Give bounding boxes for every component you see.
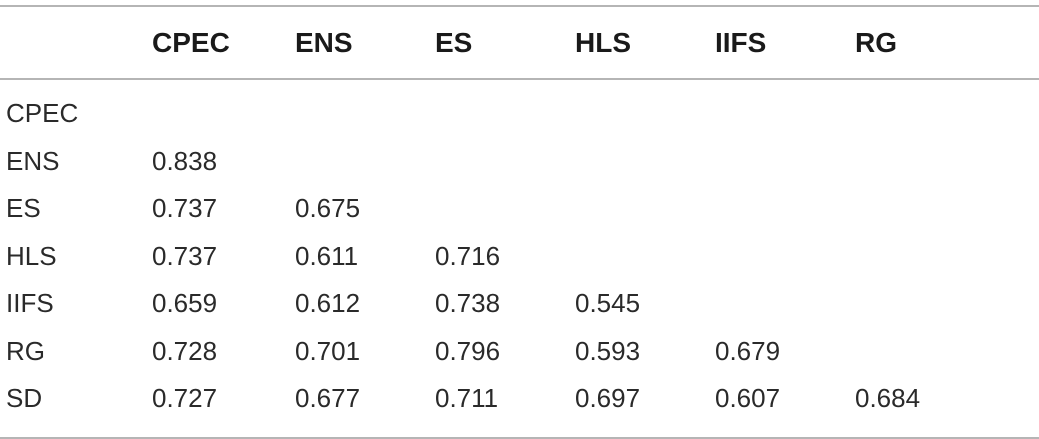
header-rule xyxy=(0,78,1039,80)
table-cell: 0.593 xyxy=(575,335,641,366)
table-row: IIFS 0.659 0.612 0.738 0.545 xyxy=(0,280,1039,328)
table-cell: 0.612 xyxy=(295,288,361,319)
table-cell xyxy=(295,80,435,138)
table-row: CPEC xyxy=(0,80,1039,138)
table-cell: 0.711 xyxy=(435,383,499,414)
table-cell: 0.728 xyxy=(152,335,218,366)
table-cell: 0.545 xyxy=(575,288,641,319)
table-cell: 0.716 xyxy=(435,240,501,271)
table-row: RG 0.728 0.701 0.796 0.593 0.679 xyxy=(0,328,1039,376)
table-cell xyxy=(855,138,1039,186)
column-header: HLS xyxy=(575,26,631,58)
column-header: CPEC xyxy=(152,26,230,58)
data-table: CPEC ENS ES HLS IIFS RG SD xyxy=(0,7,1039,78)
bottom-spacer xyxy=(0,423,1039,437)
row-label: RG xyxy=(6,335,45,366)
table-cell xyxy=(715,280,855,328)
table-row: ENS 0.838 xyxy=(0,138,1039,186)
table-cell xyxy=(575,80,715,138)
column-header: ENS xyxy=(295,26,353,58)
table-cell xyxy=(855,328,1039,376)
data-table-body: CPEC ENS 0.838 ES 0.737 xyxy=(0,80,1039,437)
table-cell: 0.684 xyxy=(855,383,921,414)
table-cell xyxy=(575,185,715,233)
table-cell: 0.679 xyxy=(715,335,781,366)
table-cell: 0.796 xyxy=(435,335,501,366)
table-cell xyxy=(575,138,715,186)
table-cell: 0.677 xyxy=(295,383,361,414)
table-cell: 0.611 xyxy=(295,240,359,271)
correlation-table: CPEC ENS ES HLS IIFS RG SD CPEC xyxy=(0,5,1039,439)
table-cell xyxy=(715,80,855,138)
table-cell xyxy=(575,233,715,281)
table-cell: 0.738 xyxy=(435,288,501,319)
table-cell: 0.737 xyxy=(152,193,218,224)
table-cell xyxy=(295,138,435,186)
table-cell xyxy=(855,233,1039,281)
table-cell: 0.697 xyxy=(575,383,641,414)
column-header: IIFS xyxy=(715,26,767,58)
table-cell xyxy=(435,80,575,138)
table-cell xyxy=(855,280,1039,328)
table-cell: 0.701 xyxy=(295,335,361,366)
corner-cell xyxy=(0,7,152,78)
table-cell: 0.737 xyxy=(152,240,218,271)
table-cell: 0.607 xyxy=(715,383,781,414)
row-label: HLS xyxy=(6,240,57,271)
table-cell xyxy=(715,138,855,186)
table-cell xyxy=(715,185,855,233)
table-cell xyxy=(855,80,1039,138)
table-cell xyxy=(152,80,295,138)
header-row: CPEC ENS ES HLS IIFS RG SD xyxy=(0,7,1039,78)
row-label: SD xyxy=(6,383,43,414)
table-cell xyxy=(435,138,575,186)
table-cell: 0.838 xyxy=(152,145,218,176)
table-cell xyxy=(435,185,575,233)
table-cell: 0.675 xyxy=(295,193,361,224)
row-label: IIFS xyxy=(6,288,54,319)
table-row: SD 0.727 0.677 0.711 0.697 0.607 0.684 xyxy=(0,375,1039,423)
table-cell: 0.727 xyxy=(152,383,218,414)
row-label: ENS xyxy=(6,145,60,176)
column-header: ES xyxy=(435,26,473,58)
table-cell: 0.659 xyxy=(152,288,218,319)
top-rule xyxy=(0,5,1039,7)
table-row: HLS 0.737 0.611 0.716 xyxy=(0,233,1039,281)
column-header: RG xyxy=(855,26,897,58)
table-row: ES 0.737 0.675 xyxy=(0,185,1039,233)
row-label: CPEC xyxy=(6,98,79,129)
row-label: ES xyxy=(6,193,41,224)
table-cell xyxy=(855,185,1039,233)
table-cell xyxy=(715,233,855,281)
